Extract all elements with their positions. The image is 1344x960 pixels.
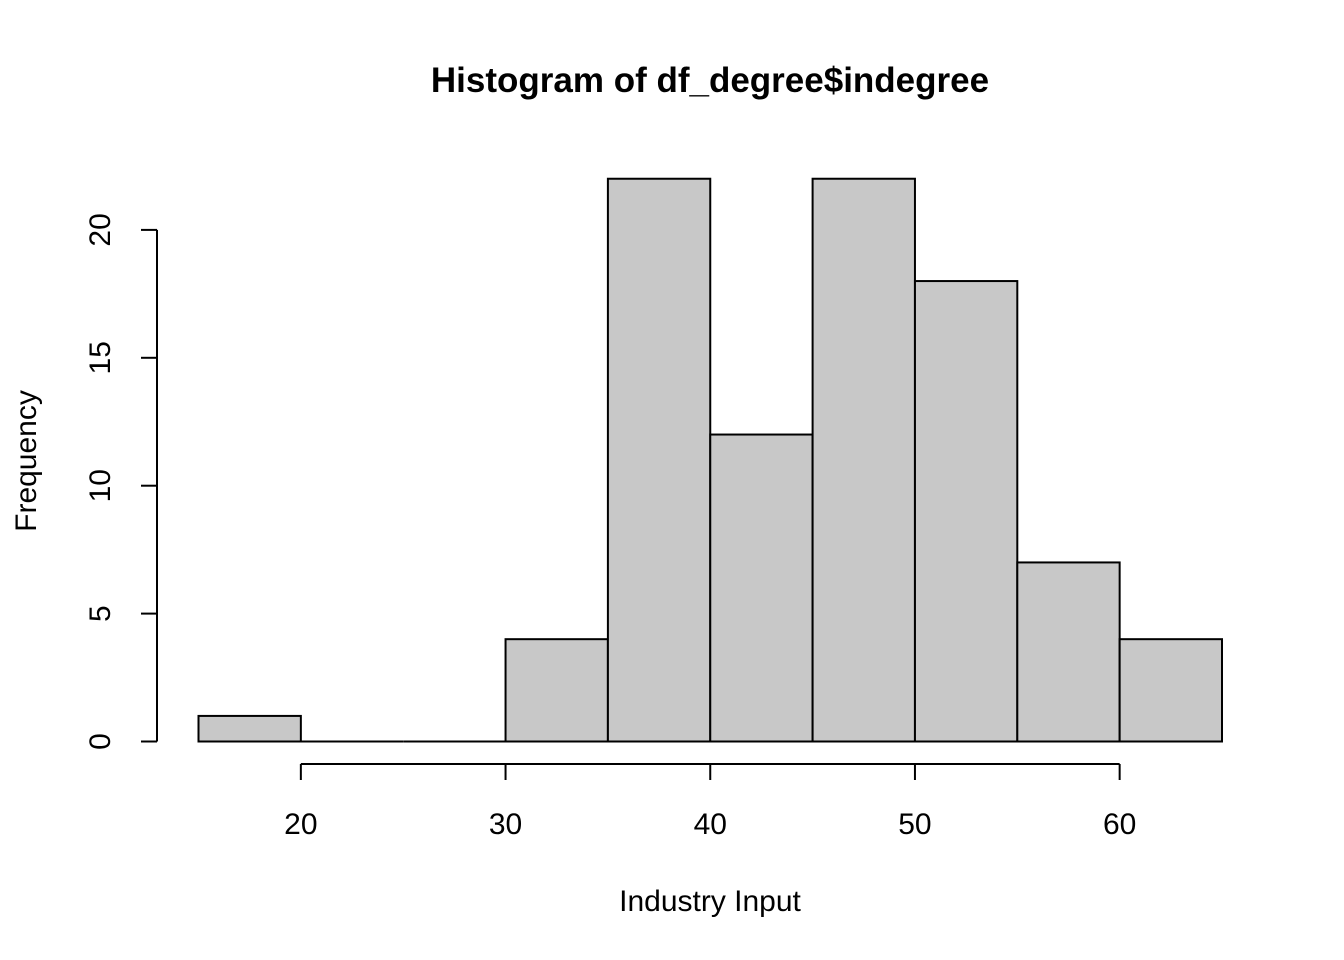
- histogram-bar: [504, 638, 609, 743]
- y-tick-label: 15: [84, 341, 117, 374]
- y-axis: 0 5 10 15 20: [84, 213, 158, 750]
- y-tick-label: 0: [84, 733, 117, 750]
- histogram-bar: [1118, 638, 1224, 743]
- y-tick-label: 10: [84, 469, 117, 502]
- histogram-bar: [1016, 561, 1121, 743]
- bars-group: [197, 177, 1224, 743]
- y-tick-label: 5: [84, 605, 117, 622]
- x-axis-label: Industry Input: [619, 885, 801, 918]
- x-tick-label: 30: [489, 808, 522, 841]
- chart-title: Histogram of df_degree$indegree: [431, 61, 989, 100]
- x-tick-label: 40: [694, 808, 727, 841]
- histogram-bar: [197, 714, 302, 743]
- x-axis: 20 30 40 50 60: [284, 763, 1136, 841]
- histogram-bar: [913, 280, 1019, 743]
- x-tick-label: 20: [284, 808, 317, 841]
- histogram-bar: [811, 177, 916, 743]
- histogram-bar: [709, 433, 814, 743]
- x-tick-label: 60: [1103, 808, 1136, 841]
- histogram-bar: [606, 177, 712, 743]
- y-axis-label: Frequency: [10, 390, 43, 532]
- x-tick-label: 50: [898, 808, 931, 841]
- y-tick-label: 20: [84, 213, 117, 246]
